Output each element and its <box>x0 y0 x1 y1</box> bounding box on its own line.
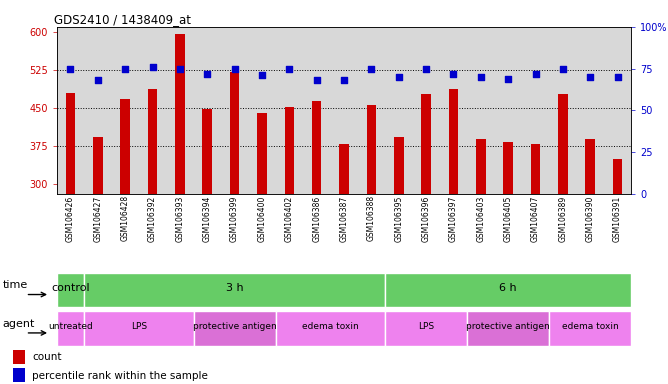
Point <box>120 66 130 72</box>
Point <box>229 66 240 72</box>
Text: 6 h: 6 h <box>500 283 517 293</box>
Point <box>257 72 267 78</box>
Point <box>202 71 212 77</box>
Point <box>174 66 185 72</box>
Bar <box>93 137 103 194</box>
Text: 3 h: 3 h <box>226 283 243 293</box>
Bar <box>367 105 376 194</box>
Point <box>366 66 377 72</box>
Text: protective antigen: protective antigen <box>466 322 550 331</box>
Bar <box>385 311 467 346</box>
Bar <box>476 139 486 194</box>
Bar <box>148 89 158 194</box>
Bar <box>549 311 631 346</box>
Point <box>476 74 486 80</box>
Point <box>147 64 158 70</box>
Bar <box>65 93 75 194</box>
Bar <box>13 350 25 364</box>
Bar <box>230 73 239 194</box>
Bar <box>57 311 84 346</box>
Point <box>339 77 349 83</box>
Bar <box>385 273 631 307</box>
Point <box>92 77 103 83</box>
Text: percentile rank within the sample: percentile rank within the sample <box>32 371 208 381</box>
Bar <box>84 273 385 307</box>
Bar <box>613 159 623 194</box>
Point <box>421 66 432 72</box>
Bar <box>194 311 276 346</box>
Point <box>393 74 404 80</box>
Text: control: control <box>51 283 90 293</box>
Text: LPS: LPS <box>131 322 147 331</box>
Bar <box>422 94 431 194</box>
Text: GDS2410 / 1438409_at: GDS2410 / 1438409_at <box>54 13 191 26</box>
Bar <box>467 311 549 346</box>
Bar <box>202 109 212 194</box>
Point <box>558 66 568 72</box>
Text: edema toxin: edema toxin <box>302 322 359 331</box>
Point <box>284 66 295 72</box>
Bar <box>339 144 349 194</box>
Text: LPS: LPS <box>418 322 434 331</box>
Bar <box>276 311 385 346</box>
Bar <box>394 137 403 194</box>
Bar <box>558 94 568 194</box>
Bar <box>257 113 267 194</box>
Bar <box>175 35 184 194</box>
Point <box>613 74 623 80</box>
Bar <box>84 311 194 346</box>
Bar <box>531 144 540 194</box>
Text: untreated: untreated <box>48 322 93 331</box>
Point <box>65 66 75 72</box>
Text: agent: agent <box>3 319 35 329</box>
Text: protective antigen: protective antigen <box>193 322 277 331</box>
Text: count: count <box>32 353 61 362</box>
Point <box>530 71 541 77</box>
Bar <box>57 273 84 307</box>
Bar <box>585 139 595 194</box>
Bar <box>285 108 294 194</box>
Bar <box>449 89 458 194</box>
Bar <box>120 99 130 194</box>
Text: edema toxin: edema toxin <box>562 322 619 331</box>
Bar <box>504 142 513 194</box>
Bar <box>13 368 25 382</box>
Point <box>503 76 514 82</box>
Text: time: time <box>3 280 28 290</box>
Point <box>311 77 322 83</box>
Point <box>585 74 596 80</box>
Bar <box>312 101 321 194</box>
Point <box>448 71 459 77</box>
